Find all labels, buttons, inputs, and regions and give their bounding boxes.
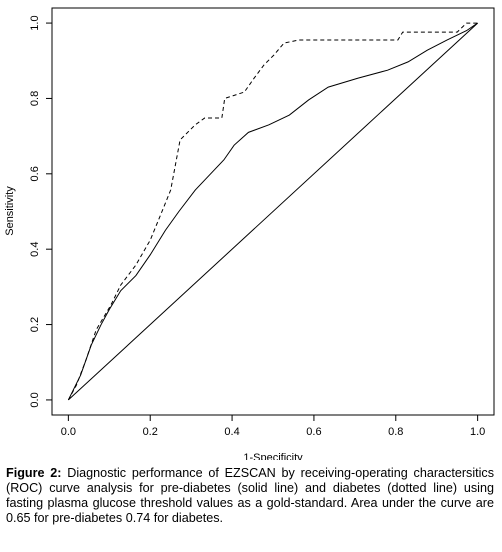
- roc-line: [67, 22, 478, 401]
- y-tick-label: 1.0: [29, 15, 41, 30]
- caption-text: Diagnostic performance of EZSCAN by rece…: [6, 466, 495, 525]
- chart: 1-Specificity Sensitivity 0.0 0.2 0.4 0.6 0.…: [4, 7, 495, 460]
- y-tick-label: 0.4: [29, 242, 41, 257]
- y-axis-label: Sensitivity: [4, 186, 16, 236]
- y-tick-label: 0.0: [29, 392, 41, 407]
- y-tick-label: 0.2: [29, 317, 41, 332]
- x-tick-label: 0.2: [143, 426, 158, 438]
- x-tick-label: 0.8: [388, 426, 403, 438]
- caption: Figure 2: Diagnostic performance of EZSC…: [6, 466, 494, 526]
- x-tick-label: 1.0: [470, 426, 485, 438]
- x-tick-label: 0.0: [61, 426, 76, 438]
- y-tick-label: 0.6: [29, 166, 41, 181]
- y-tick-label: 0.8: [29, 91, 41, 106]
- x-tick-label: 0.6: [306, 426, 321, 438]
- roc-line: [68, 22, 478, 401]
- x-axis-label: 1-Specificity: [243, 452, 303, 460]
- x-tick-label: 0.4: [224, 426, 239, 438]
- caption-label: Figure 2:: [6, 466, 62, 480]
- roc-line: [67, 22, 478, 401]
